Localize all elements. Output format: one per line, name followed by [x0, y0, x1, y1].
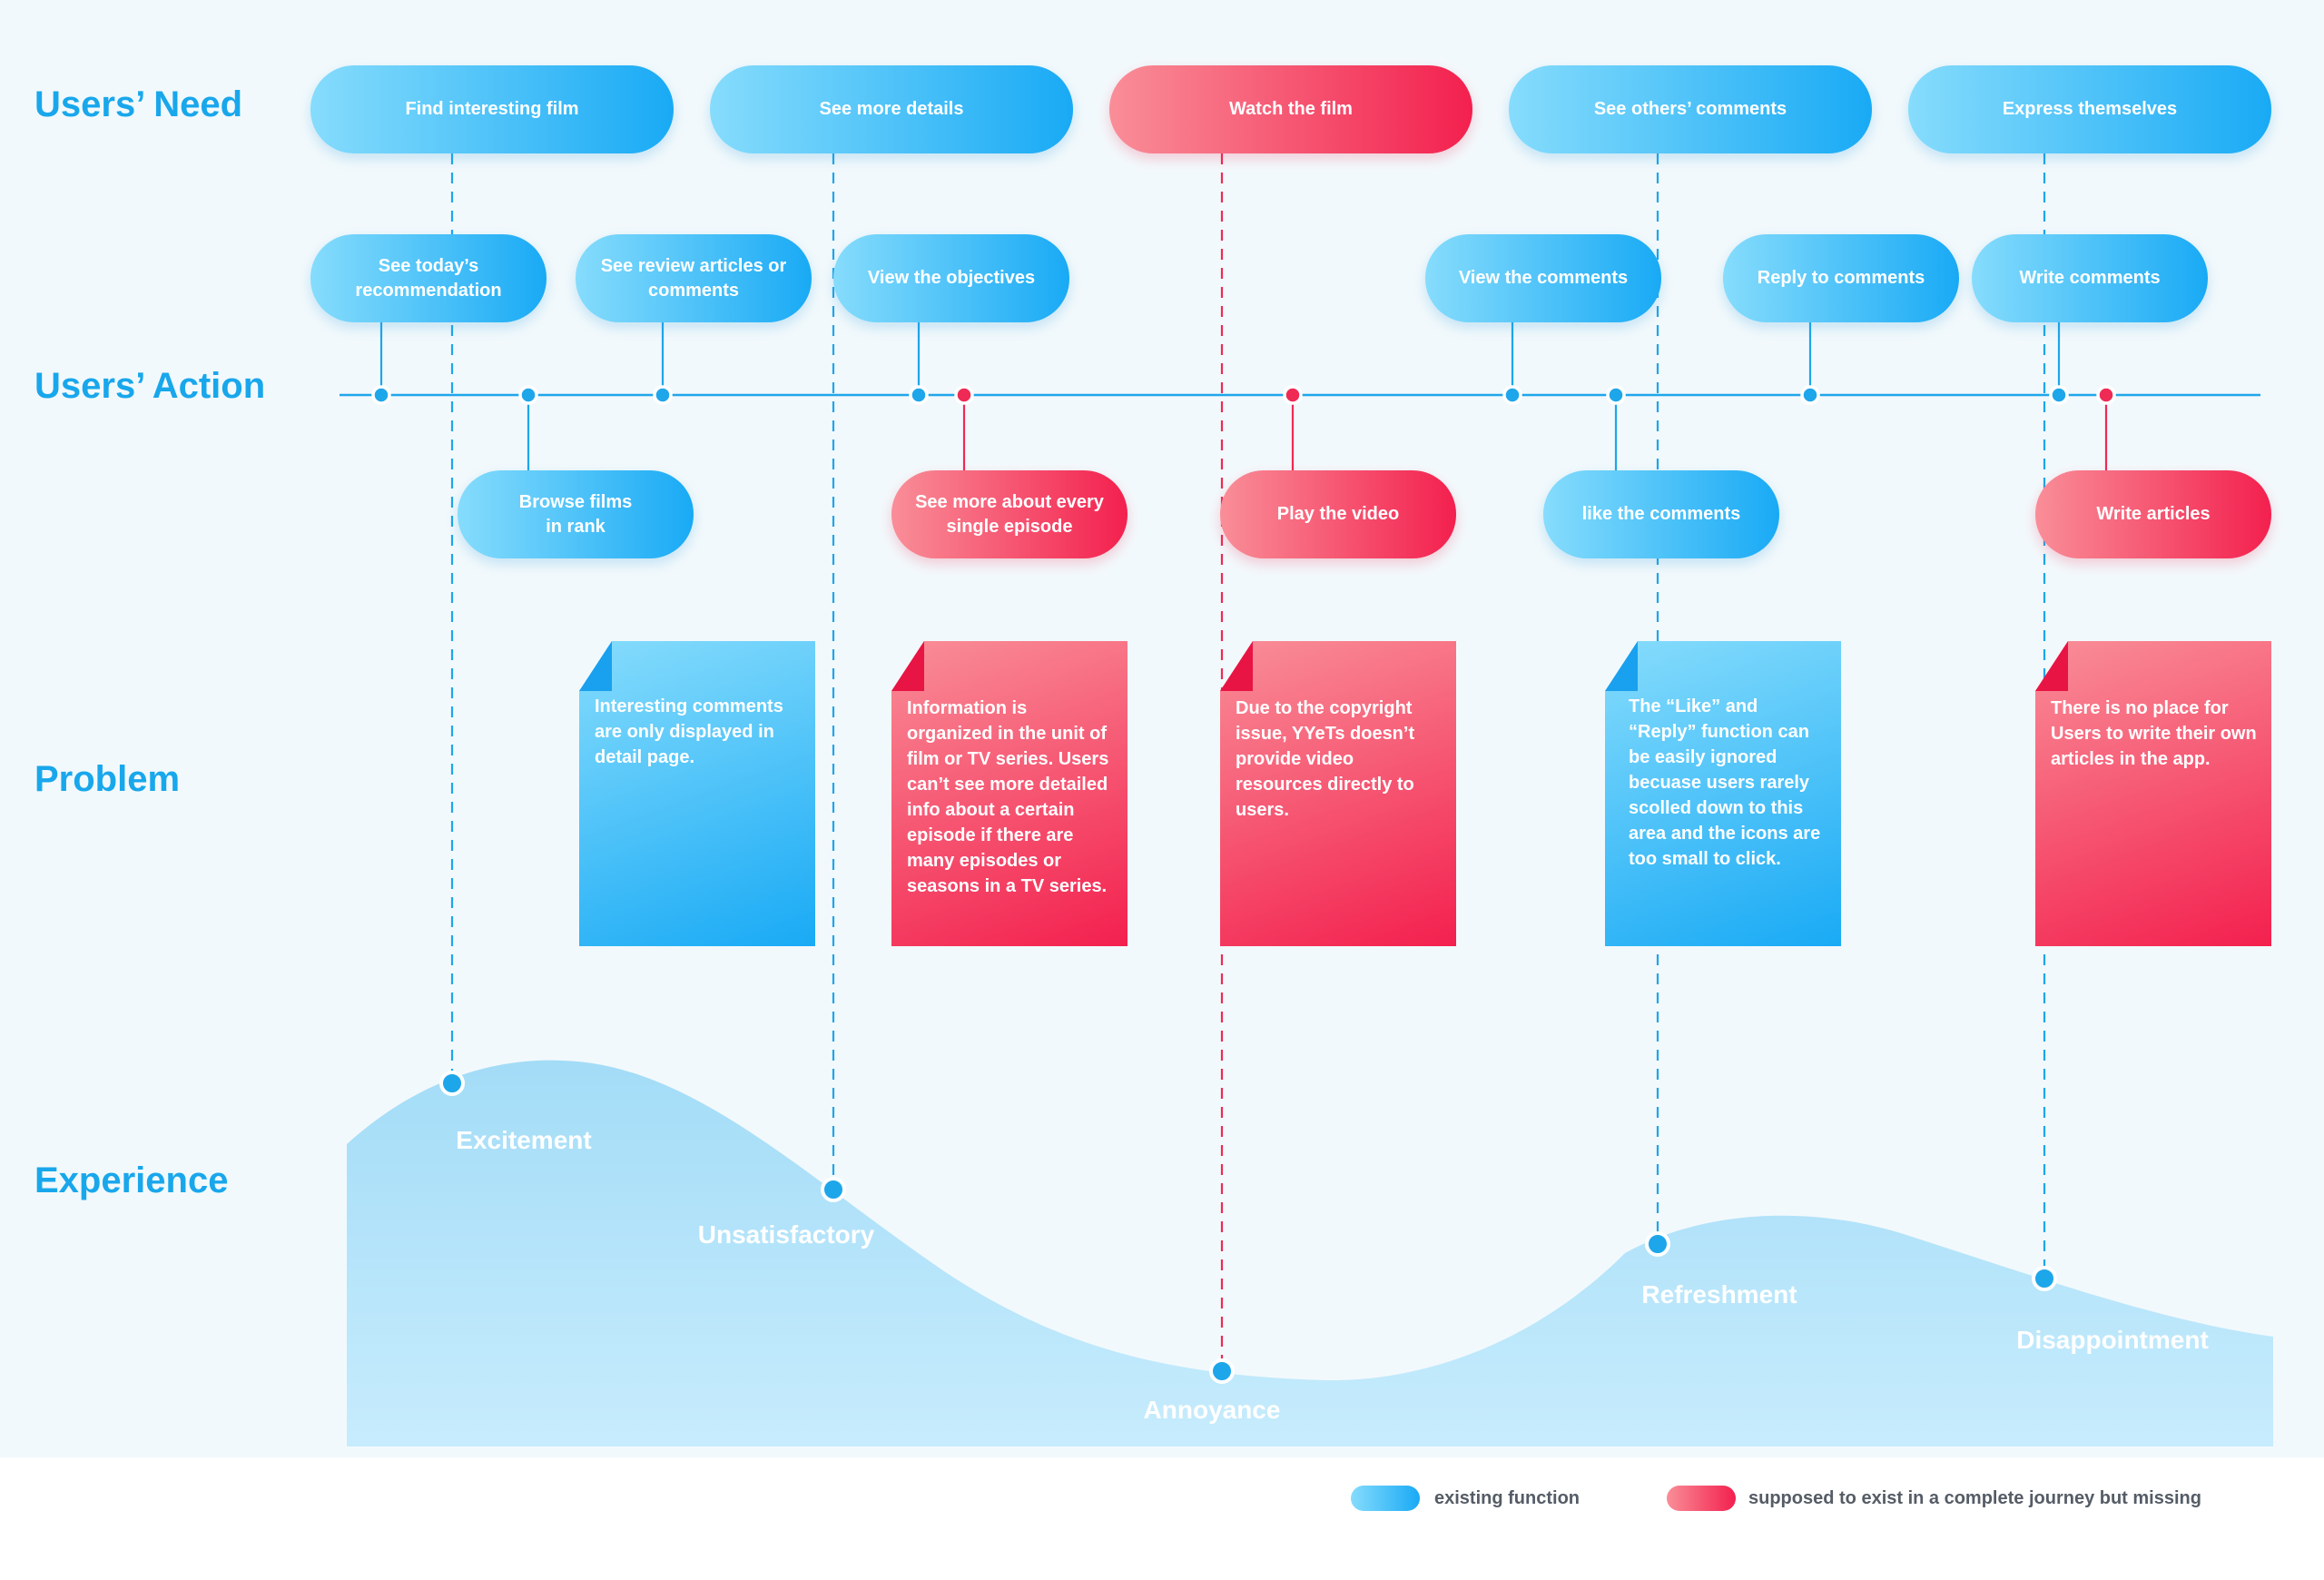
- action-label: View the comments: [1458, 268, 1629, 288]
- action-dot: [371, 385, 391, 405]
- legend-label-missing: supposed to exist in a complete journey …: [1748, 1488, 2201, 1508]
- problem-text: There is no place for Users to write the…: [2051, 698, 2257, 769]
- experience-markers: [439, 1071, 2057, 1384]
- need-pill-others-comments: See others’ comments: [1509, 65, 1872, 153]
- problem-text: Due to the copyright issue, YYeTs doesn’…: [1236, 698, 1415, 820]
- need-pill-express: Express themselves: [1908, 65, 2271, 153]
- action-pill-play-video: Play the video: [1220, 470, 1456, 558]
- action-dot: [1283, 385, 1303, 405]
- experience-label-unsatisfactory: Unsatisfactory: [697, 1220, 875, 1249]
- action-dot: [1606, 385, 1626, 405]
- action-dot: [1800, 385, 1820, 405]
- row-label-action: Users’ Action: [34, 366, 266, 406]
- problem-text: Information is organized in the unit of …: [907, 698, 1109, 896]
- experience-marker: [1209, 1358, 1235, 1384]
- row-label-experience: Experience: [34, 1160, 229, 1200]
- need-label: See more details: [819, 99, 964, 119]
- action-pill-reply-comments: Reply to comments: [1723, 234, 1959, 322]
- action-label: Browse films in rank: [518, 491, 633, 537]
- row-label-problem: Problem: [34, 759, 181, 799]
- experience-marker: [439, 1071, 465, 1096]
- action-label: Write comments: [2019, 268, 2161, 288]
- need-label: Watch the film: [1229, 99, 1353, 119]
- connector-layer: [340, 153, 2273, 1447]
- experience-label-refreshment: Refreshment: [1641, 1280, 1797, 1308]
- action-dot: [1502, 385, 1522, 405]
- action-pill-view-objectives: View the objectives: [833, 234, 1069, 322]
- action-dot: [653, 385, 673, 405]
- action-dot: [2049, 385, 2069, 405]
- experience-label-excitement: Excitement: [456, 1126, 592, 1154]
- action-pill-write-articles: Write articles: [2035, 470, 2271, 558]
- experience-label-disappointment: Disappointment: [2016, 1326, 2209, 1354]
- action-label: See today’s recommendation: [355, 255, 502, 301]
- need-pill-watch-film: Watch the film: [1109, 65, 1472, 153]
- problem-note-episode-info: Information is organized in the unit of …: [891, 641, 1128, 946]
- action-label: Reply to comments: [1757, 268, 1925, 288]
- legend-swatch-missing: [1667, 1486, 1736, 1511]
- action-pill-write-comments: Write comments: [1972, 234, 2208, 322]
- need-label: Express themselves: [2002, 99, 2178, 119]
- action-pill-todays-recommendation: See today’s recommendation: [310, 234, 547, 322]
- action-label: like the comments: [1581, 504, 1741, 524]
- problem-note-like-reply: The “Like” and “Reply” function can be e…: [1605, 641, 1841, 946]
- action-stems: [379, 322, 2108, 470]
- experience-marker: [1645, 1231, 1670, 1257]
- problem-text: The “Like” and “Reply” function can be e…: [1629, 696, 1821, 869]
- problem-note-copyright: Due to the copyright issue, YYeTs doesn’…: [1220, 641, 1456, 946]
- problem-note-no-articles: There is no place for Users to write the…: [2035, 641, 2271, 946]
- action-label: View the objectives: [867, 268, 1036, 288]
- action-pill-like-comments: like the comments: [1543, 470, 1779, 558]
- legend-label-existing: existing function: [1434, 1488, 1580, 1508]
- action-label: See review articles or comments: [600, 255, 787, 301]
- need-pill-find-film: Find interesting film: [310, 65, 674, 153]
- experience-marker: [2032, 1266, 2057, 1291]
- action-dot: [954, 385, 974, 405]
- row-label-need: Users’ Need: [34, 84, 243, 124]
- problem-note-comments-hidden: Interesting comments are only displayed …: [579, 641, 815, 946]
- action-pill-browse-rank: Browse films in rank: [458, 470, 694, 558]
- action-label: See more about every single episode: [915, 491, 1104, 537]
- action-pill-episode-details: See more about every single episode: [891, 470, 1128, 558]
- journey-map: Users’ Need Users’ Action Problem Experi…: [0, 0, 2324, 1457]
- experience-label-annoyance: Annoyance: [1143, 1396, 1281, 1424]
- action-pill-review-articles: See review articles or comments: [576, 234, 812, 322]
- experience-curve: [347, 1060, 2273, 1447]
- action-label: Write articles: [2096, 504, 2211, 524]
- action-dots: [371, 385, 2116, 405]
- experience-marker: [821, 1177, 846, 1202]
- problem-text: Interesting comments are only displayed …: [595, 696, 783, 767]
- legend-swatch-existing: [1351, 1486, 1420, 1511]
- need-pill-more-details: See more details: [710, 65, 1073, 153]
- action-dot: [518, 385, 538, 405]
- need-label: See others’ comments: [1593, 99, 1787, 119]
- action-label: Play the video: [1276, 504, 1400, 524]
- action-dot: [2096, 385, 2116, 405]
- action-dot: [909, 385, 929, 405]
- need-label: Find interesting film: [405, 99, 579, 119]
- action-pill-view-comments: View the comments: [1425, 234, 1661, 322]
